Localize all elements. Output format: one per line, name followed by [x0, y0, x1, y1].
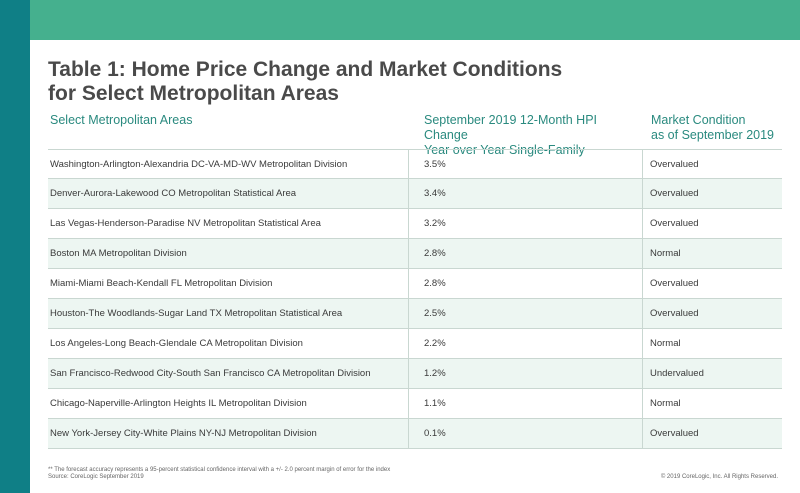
- footnote-accuracy: ** The forecast accuracy represents a 95…: [48, 467, 391, 473]
- header-market-condition: Market Condition as of September 2019: [651, 113, 791, 143]
- header-hpi-line-1: September 2019 12-Month HPI Change: [424, 113, 598, 142]
- cell-area: Los Angeles-Long Beach-Glendale CA Metro…: [50, 338, 303, 349]
- cell-market-condition: Overvalued: [650, 188, 699, 199]
- cell-market-condition: Overvalued: [650, 159, 699, 170]
- cell-market-condition: Undervalued: [650, 368, 704, 379]
- cell-market-condition: Overvalued: [650, 428, 699, 439]
- top-color-band: [0, 0, 800, 40]
- header-hpi-change: September 2019 12-Month HPI Change Year …: [424, 113, 644, 158]
- cell-market-condition: Overvalued: [650, 308, 699, 319]
- table-row: Houston-The Woodlands-Sugar Land TX Metr…: [48, 299, 782, 329]
- cell-hpi-change: 2.8%: [424, 248, 446, 259]
- table-row: New York-Jersey City-White Plains NY-NJ …: [48, 419, 782, 449]
- table-row: Chicago-Naperville-Arlington Heights IL …: [48, 389, 782, 419]
- table-row: Washington-Arlington-Alexandria DC-VA-MD…: [48, 149, 782, 179]
- cell-market-condition: Normal: [650, 248, 681, 259]
- header-area-label: Select Metropolitan Areas: [50, 113, 193, 127]
- cell-area: San Francisco-Redwood City-South San Fra…: [50, 368, 371, 379]
- header-area: Select Metropolitan Areas: [50, 113, 192, 128]
- cell-hpi-change: 3.2%: [424, 218, 446, 229]
- cell-area: Houston-The Woodlands-Sugar Land TX Metr…: [50, 308, 343, 319]
- page-title: Table 1: Home Price Change and Market Co…: [48, 58, 748, 106]
- cell-area: Las Vegas-Henderson-Paradise NV Metropol…: [50, 218, 321, 229]
- table-row: Las Vegas-Henderson-Paradise NV Metropol…: [48, 209, 782, 239]
- cell-market-condition: Overvalued: [650, 278, 699, 289]
- cell-hpi-change: 3.5%: [424, 159, 446, 170]
- cell-market-condition: Normal: [650, 338, 681, 349]
- title-line-1: Table 1: Home Price Change and Market Co…: [48, 58, 563, 81]
- title-line-2: for Select Metropolitan Areas: [48, 82, 339, 105]
- footnote-source: Source: CoreLogic September 2019: [48, 474, 144, 480]
- cell-hpi-change: 3.4%: [424, 188, 446, 199]
- cell-market-condition: Normal: [650, 398, 681, 409]
- cell-area: New York-Jersey City-White Plains NY-NJ …: [50, 428, 317, 439]
- table-row: Los Angeles-Long Beach-Glendale CA Metro…: [48, 329, 782, 359]
- cell-area: Denver-Aurora-Lakewood CO Metropolitan S…: [50, 188, 297, 199]
- copyright-notice: © 2019 CoreLogic, Inc. All Rights Reserv…: [660, 474, 778, 480]
- footnote: ** The forecast accuracy represents a 95…: [48, 467, 390, 481]
- cell-hpi-change: 2.2%: [424, 338, 446, 349]
- header-cond-line-2: as of September 2019: [651, 128, 774, 142]
- table-row: Denver-Aurora-Lakewood CO Metropolitan S…: [48, 179, 782, 209]
- cell-hpi-change: 1.1%: [424, 398, 446, 409]
- cell-market-condition: Overvalued: [650, 218, 699, 229]
- table-row: Boston MA Metropolitan Division 2.8% Nor…: [48, 239, 782, 269]
- left-color-band: [0, 0, 30, 493]
- header-cond-line-1: Market Condition: [651, 113, 746, 127]
- table-row: San Francisco-Redwood City-South San Fra…: [48, 359, 782, 389]
- cell-area: Boston MA Metropolitan Division: [50, 248, 187, 259]
- cell-hpi-change: 1.2%: [424, 368, 446, 379]
- cell-area: Miami-Miami Beach-Kendall FL Metropolita…: [50, 278, 273, 289]
- cell-area: Chicago-Naperville-Arlington Heights IL …: [50, 398, 307, 409]
- header-hpi-line-2: Year over Year Single-Family: [424, 143, 585, 157]
- cell-hpi-change: 0.1%: [424, 428, 446, 439]
- cell-hpi-change: 2.8%: [424, 278, 446, 289]
- cell-hpi-change: 2.5%: [424, 308, 446, 319]
- table-row: Miami-Miami Beach-Kendall FL Metropolita…: [48, 269, 782, 299]
- cell-area: Washington-Arlington-Alexandria DC-VA-MD…: [50, 159, 348, 170]
- metro-table: Washington-Arlington-Alexandria DC-VA-MD…: [48, 149, 782, 449]
